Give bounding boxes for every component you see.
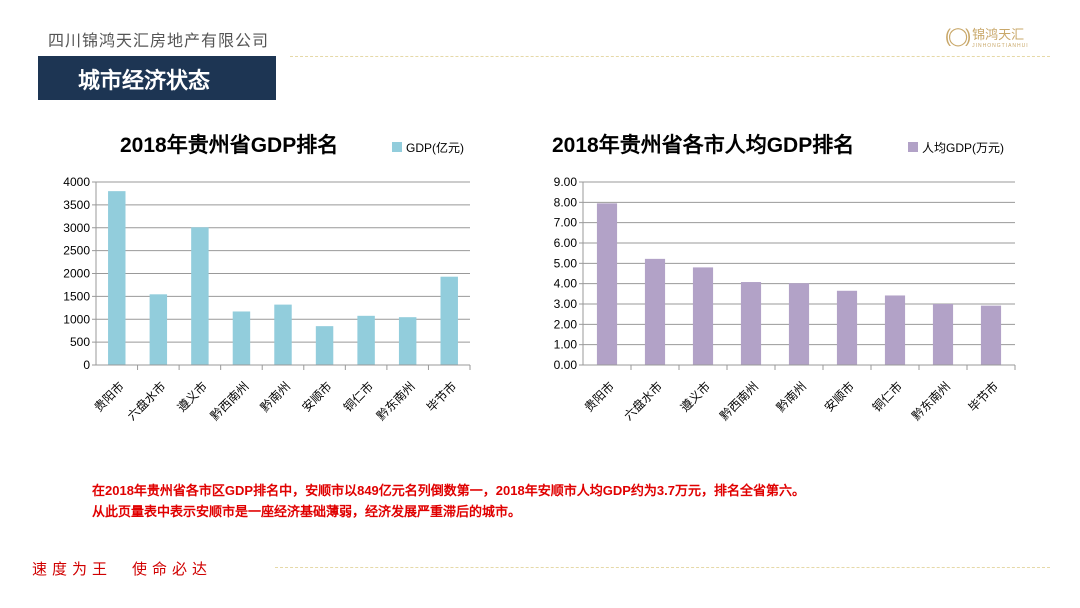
header-divider	[290, 56, 1050, 57]
y-tick-label: 2000	[63, 267, 90, 281]
x-tick-label: 黔南州	[773, 379, 809, 415]
bar	[692, 267, 714, 365]
x-tick-label: 铜仁市	[869, 379, 905, 415]
slogan-2: 使命必达	[132, 561, 213, 578]
y-tick-label: 3.00	[554, 297, 578, 311]
footer-slogan: 速度为王 使命必达	[32, 558, 212, 579]
charts-canvas: 2018年贵州省GDP排名 GDP(亿元) 0 500 1000 1500 2000 2500…	[63, 133, 1016, 424]
bar	[980, 305, 1002, 365]
bar	[440, 276, 458, 365]
legend-label: 人均GDP(万元)	[922, 141, 1004, 155]
x-tick-label: 黔西南州	[717, 379, 762, 424]
bar	[149, 294, 168, 365]
section-title: 城市经济状态	[38, 56, 276, 100]
y-tick-label: 0.00	[554, 358, 578, 372]
bar	[788, 283, 810, 365]
chart-title: 2018年贵州省GDP排名	[120, 133, 338, 157]
x-tick-label: 遵义市	[174, 379, 210, 415]
x-tick-label: 安顺市	[821, 379, 857, 415]
x-tick-label: 六盘水市	[621, 379, 666, 424]
x-tick-label: 黔西南州	[207, 379, 252, 424]
chart-title: 2018年贵州省各市人均GDP排名	[552, 133, 854, 157]
bar	[357, 315, 375, 365]
analysis-note: 在2018年贵州省各市区GDP排名中，安顺市以849亿元名列倒数第一，2018年…	[92, 480, 805, 522]
y-tick-label: 7.00	[554, 216, 578, 230]
y-tick-label: 4.00	[554, 277, 578, 291]
company-name: 四川锦鸿天汇房地产有限公司	[48, 33, 270, 50]
bar	[315, 326, 334, 365]
legend-label: GDP(亿元)	[406, 140, 464, 155]
bar	[644, 258, 666, 365]
x-tick-label: 黔东南州	[909, 379, 954, 424]
y-tick-label: 1.00	[554, 338, 578, 352]
x-tick-label: 毕节市	[965, 379, 1001, 415]
x-tick-label: 黔南州	[257, 379, 293, 415]
bar	[108, 191, 126, 365]
logo-subtext: JINHONGTIANHUI	[972, 43, 1029, 49]
x-tick-label: 贵阳市	[91, 379, 127, 415]
bar	[836, 290, 858, 365]
x-tick-label: 安顺市	[299, 379, 335, 415]
bar	[398, 317, 417, 365]
note-line-1: 在2018年贵州省各市区GDP排名中，安顺市以849亿元名列倒数第一，2018年…	[92, 483, 805, 498]
y-tick-label: 8.00	[554, 195, 578, 209]
company-logo: (◯) 锦鸿天汇 JINHONGTIANHUI	[945, 24, 1029, 49]
x-tick-label: 毕节市	[423, 379, 459, 415]
y-tick-label: 1000	[63, 312, 90, 326]
bar	[274, 304, 292, 365]
y-tick-label: 9.00	[554, 175, 578, 189]
x-tick-label: 六盘水市	[124, 379, 169, 424]
bar	[232, 311, 251, 365]
y-tick-label: 2500	[63, 244, 90, 258]
y-tick-label: 6.00	[554, 236, 578, 250]
y-tick-label: 3500	[63, 198, 90, 212]
y-tick-label: 1500	[63, 289, 90, 303]
y-tick-label: 2.00	[554, 317, 578, 331]
logo-text: 锦鸿天汇	[972, 27, 1025, 42]
bar	[191, 227, 209, 365]
legend-swatch	[392, 142, 402, 152]
x-tick-label: 遵义市	[677, 379, 713, 415]
x-tick-label: 铜仁市	[340, 379, 376, 415]
bar	[596, 203, 618, 365]
y-tick-label: 500	[70, 335, 90, 349]
y-tick-label: 0	[83, 358, 90, 372]
bar	[932, 304, 954, 365]
x-tick-label: 贵阳市	[581, 379, 617, 415]
logo-mark-icon: (◯)	[945, 26, 971, 46]
slogan-1: 速度为王	[32, 561, 113, 578]
footer-divider	[275, 567, 1050, 568]
y-tick-label: 3000	[63, 221, 90, 235]
x-tick-label: 黔东南州	[373, 379, 418, 424]
legend-swatch	[908, 142, 918, 152]
bar	[740, 282, 762, 365]
y-tick-label: 4000	[63, 175, 90, 189]
y-tick-label: 5.00	[554, 256, 578, 270]
bar	[884, 295, 906, 365]
note-line-2: 从此页量表中表示安顺市是一座经济基础薄弱，经济发展严重滞后的城市。	[92, 504, 522, 519]
